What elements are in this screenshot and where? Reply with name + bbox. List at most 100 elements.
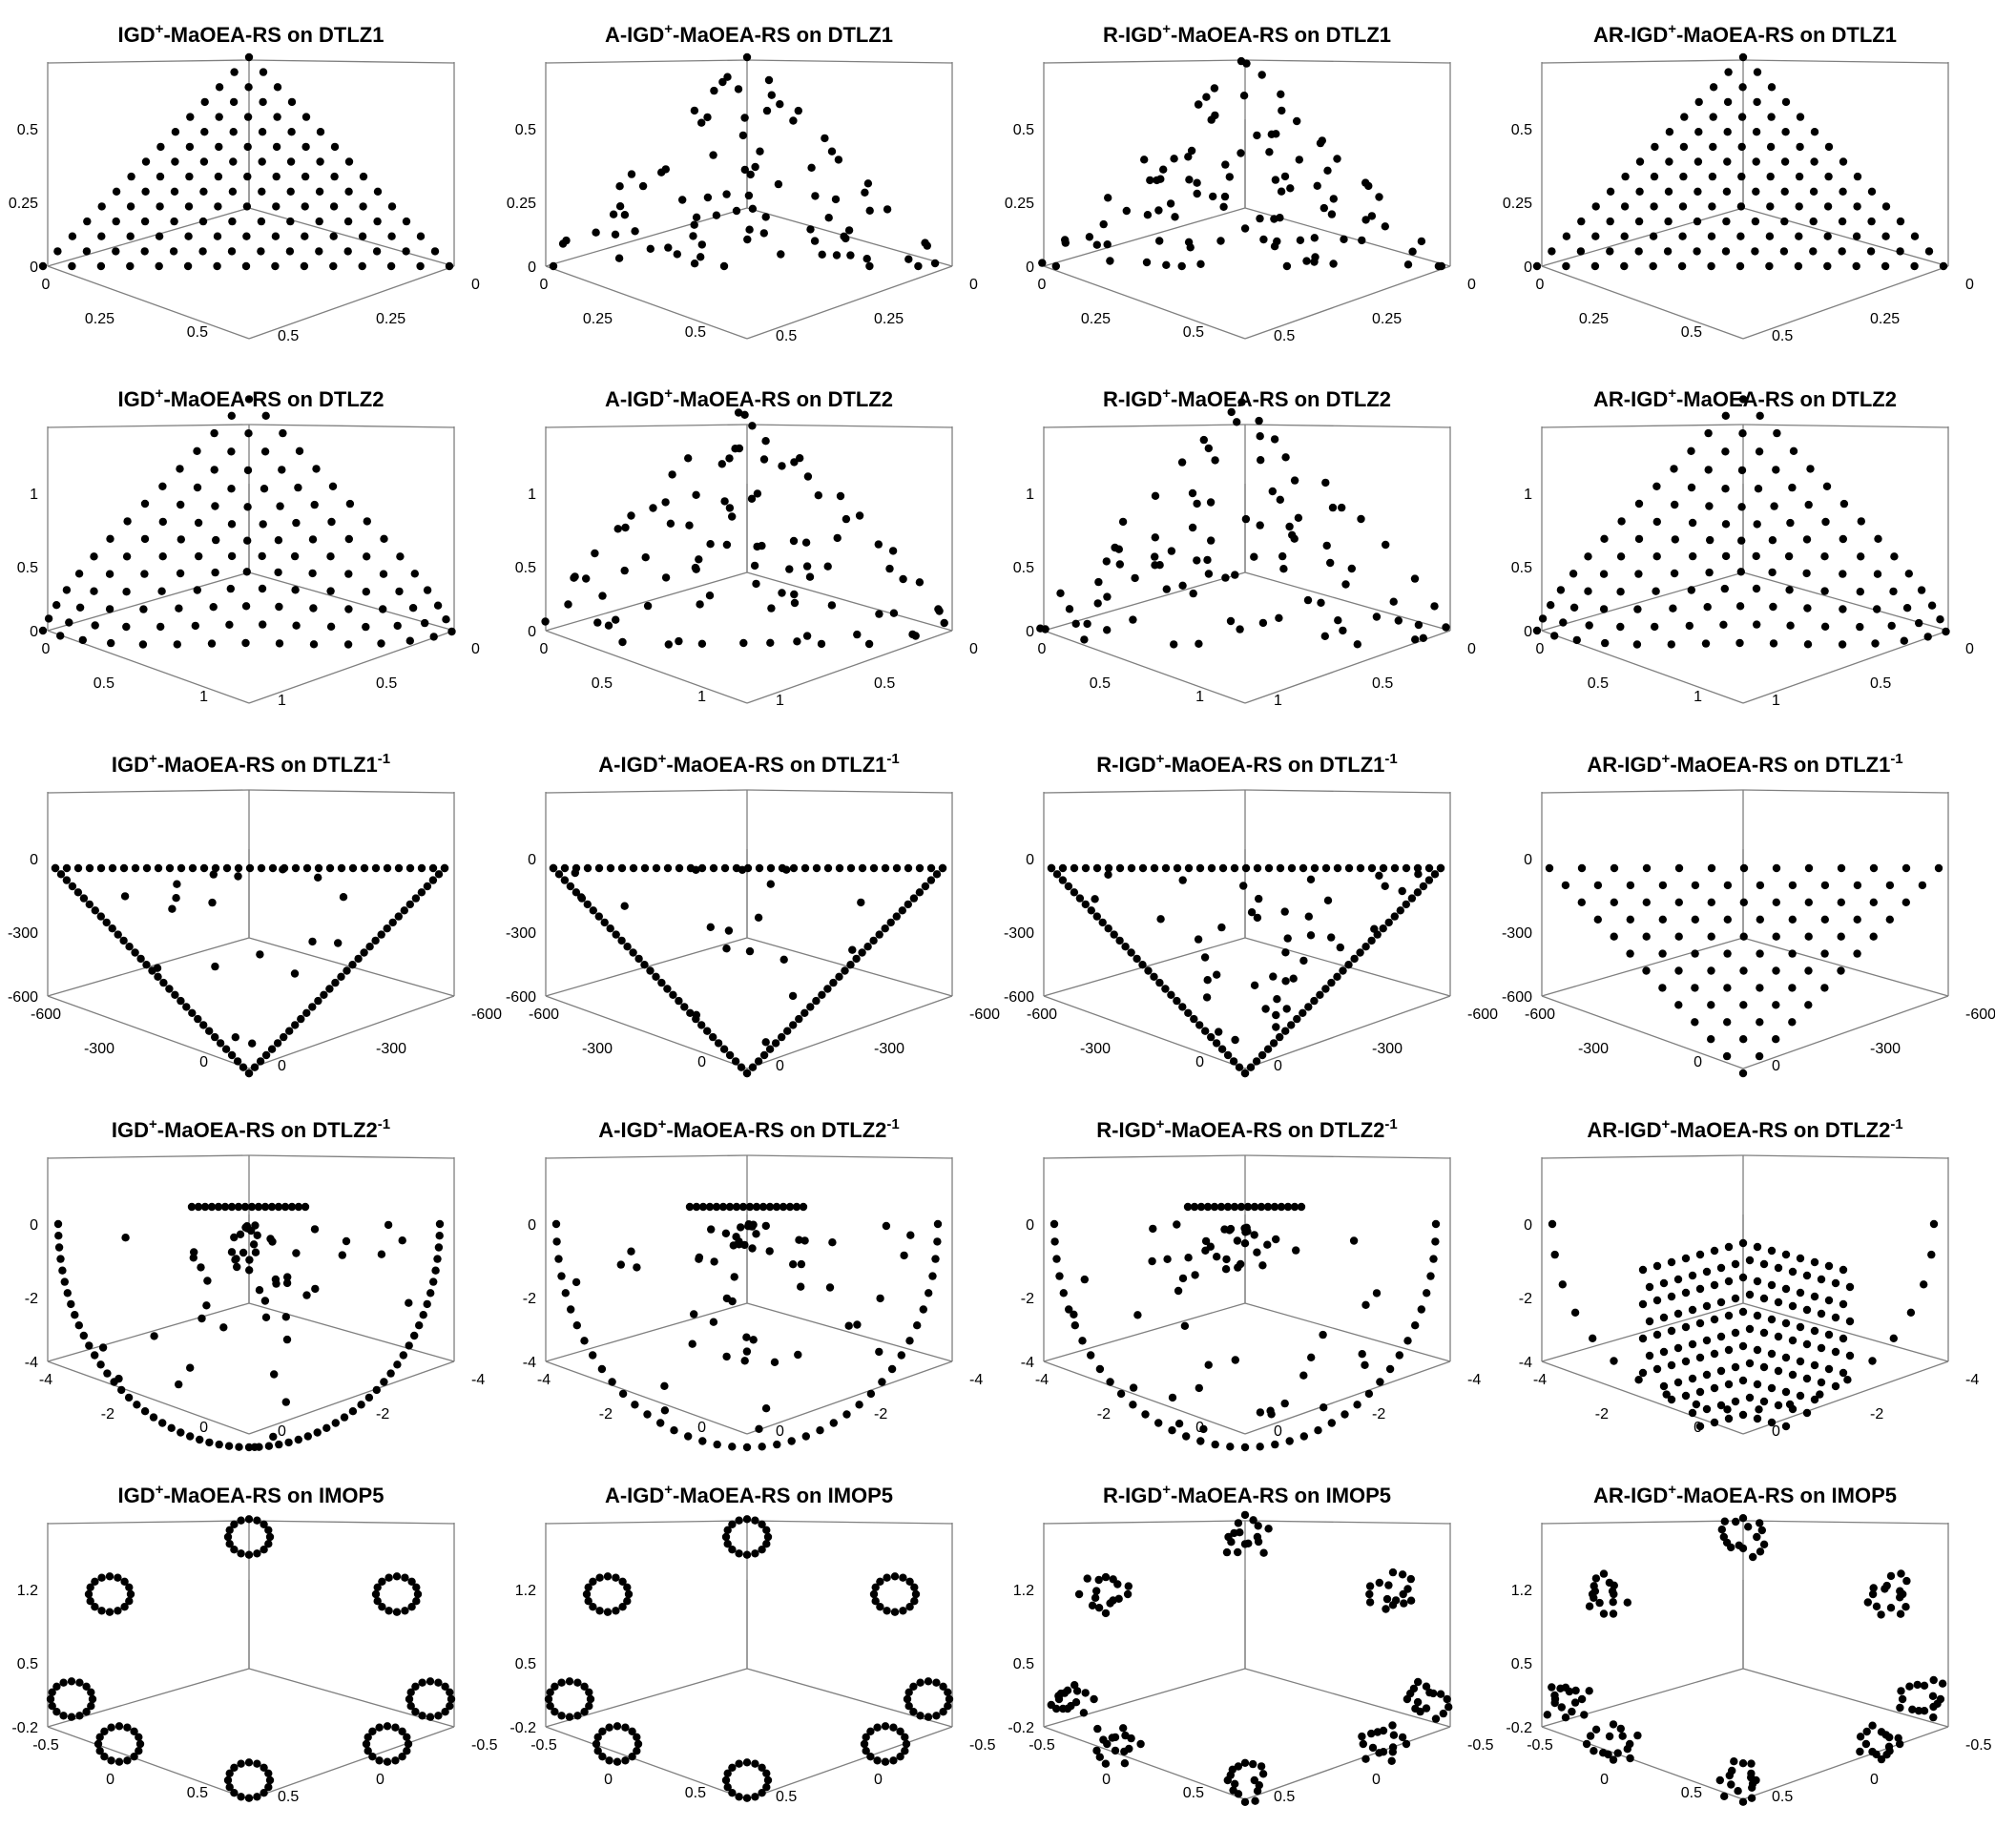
data-point (1856, 1733, 1865, 1741)
data-point (363, 552, 371, 561)
data-point (1219, 202, 1228, 211)
data-point (1753, 1532, 1761, 1542)
data-point (1431, 1219, 1441, 1229)
data-point (172, 894, 180, 903)
data-point (695, 555, 703, 564)
data-point (227, 520, 237, 529)
data-point (1204, 570, 1214, 578)
data-point (1667, 1326, 1676, 1336)
data-point (373, 1583, 382, 1592)
data-point (1649, 232, 1658, 240)
data-point (1336, 943, 1345, 952)
data-point (1178, 1274, 1188, 1283)
data-point (1083, 619, 1091, 629)
data-point (1272, 1235, 1280, 1244)
data-point (1103, 240, 1112, 249)
z-tick-label: -300 (1502, 925, 1532, 942)
data-point (1873, 605, 1881, 613)
data-point (1065, 605, 1074, 613)
data-point (664, 640, 673, 649)
data-point (1694, 187, 1702, 196)
data-point (881, 924, 889, 933)
y-tick-label: 1 (776, 693, 784, 709)
data-point (797, 1282, 805, 1291)
data-point (572, 1321, 581, 1330)
data-point (1757, 1526, 1767, 1535)
data-point (1913, 1680, 1922, 1690)
data-point (237, 1549, 245, 1558)
data-point (1406, 1596, 1416, 1605)
data-point (430, 247, 440, 256)
data-point (270, 1370, 279, 1379)
data-point (1220, 192, 1230, 201)
data-point (803, 472, 813, 481)
data-point (227, 1050, 237, 1060)
data-point (405, 863, 415, 873)
data-point (1642, 966, 1651, 975)
data-point (853, 1320, 862, 1329)
data-point (732, 206, 741, 216)
data-point (354, 954, 363, 964)
data-point (1056, 589, 1065, 597)
data-point (1705, 568, 1714, 577)
data-point (1116, 1389, 1126, 1399)
data-point (1853, 881, 1862, 890)
data-point (1269, 972, 1278, 981)
data-point (789, 536, 799, 546)
data-point (594, 912, 603, 921)
data-point (52, 1682, 61, 1692)
data-point (189, 1254, 197, 1262)
data-point (1200, 953, 1210, 962)
data-point (621, 523, 630, 532)
y-tick-label: -600 (1965, 1007, 1995, 1023)
scatter-points (46, 1515, 456, 1802)
data-point (571, 572, 579, 581)
data-point (1353, 1401, 1361, 1409)
data-point (818, 250, 826, 259)
x-tick-label: 0 (1536, 277, 1545, 293)
data-point (1923, 633, 1932, 641)
data-point (1707, 863, 1716, 873)
data-point (1626, 915, 1635, 924)
data-point (738, 865, 747, 874)
data-point (1810, 1292, 1819, 1301)
data-point (343, 966, 351, 975)
data-point (1796, 1357, 1805, 1366)
data-point (1723, 128, 1732, 136)
data-point (919, 1305, 927, 1314)
data-point (1710, 1383, 1719, 1393)
axis-box (1541, 1154, 1949, 1435)
data-point (593, 1747, 602, 1755)
data-point (1766, 172, 1775, 181)
data-point (896, 1753, 904, 1761)
data-point (1049, 1219, 1059, 1229)
data-point (337, 972, 345, 981)
data-point (1868, 1747, 1877, 1756)
data-point (187, 1202, 197, 1212)
data-point (836, 491, 845, 501)
data-point (1213, 1253, 1221, 1261)
data-point (435, 1232, 444, 1240)
data-point (1092, 912, 1102, 921)
data-point (410, 570, 419, 578)
data-point (1439, 1709, 1448, 1718)
data-point (1431, 1237, 1440, 1246)
data-point (1845, 1351, 1855, 1360)
data-point (402, 217, 411, 226)
data-point (911, 1589, 921, 1599)
data-point (1095, 1753, 1105, 1761)
data-point (603, 1608, 613, 1616)
data-point (1358, 1732, 1366, 1741)
data-point (177, 996, 185, 1006)
x-tick-label: -0.5 (1527, 1737, 1553, 1754)
data-point (256, 1057, 265, 1066)
data-point (684, 1432, 693, 1441)
data-point (1852, 261, 1860, 271)
data-point (1144, 966, 1153, 975)
data-point (1413, 888, 1423, 897)
data-point (1358, 236, 1366, 245)
scatter-points (38, 52, 454, 271)
data-point (1737, 142, 1746, 152)
data-point (1387, 1756, 1396, 1766)
data-point (763, 1532, 773, 1542)
